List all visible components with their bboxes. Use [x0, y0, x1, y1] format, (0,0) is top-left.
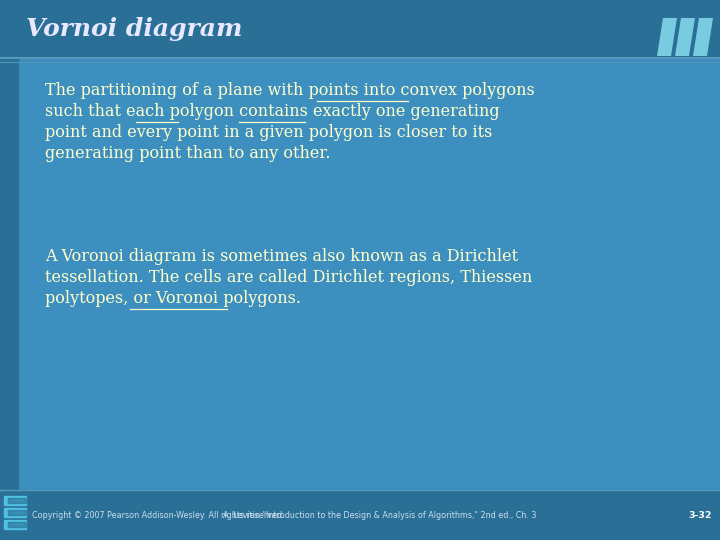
Text: polytopes, or Voronoi polygons.: polytopes, or Voronoi polygons.	[45, 290, 301, 307]
Text: tessellation. The cells are called Dirichlet regions, Thiessen: tessellation. The cells are called Diric…	[45, 269, 532, 286]
Bar	[0, 0, 720, 58]
Bar	[4, 508, 26, 517]
Bar	[4, 520, 26, 529]
Polygon shape	[657, 18, 677, 56]
Bar	[8, 510, 26, 515]
Polygon shape	[693, 18, 713, 56]
Bar	[0, 490, 720, 540]
Bar	[8, 498, 26, 503]
Text: generating point than to any other.: generating point than to any other.	[45, 145, 330, 162]
Text: point and every point in a given polygon is closer to its: point and every point in a given polygon…	[45, 124, 492, 141]
Text: A Voronoi diagram is sometimes also known as a Dirichlet: A Voronoi diagram is sometimes also know…	[45, 248, 518, 265]
Text: A. Levitin "Introduction to the Design & Analysis of Algorithms," 2nd ed., Ch. 3: A. Levitin "Introduction to the Design &…	[223, 510, 536, 519]
Bar	[0, 0, 18, 540]
Bar	[8, 522, 26, 527]
Text: such that each polygon contains exactly one generating: such that each polygon contains exactly …	[45, 103, 500, 120]
Text: 3-32: 3-32	[688, 510, 712, 519]
Polygon shape	[675, 18, 695, 56]
Bar	[4, 496, 26, 505]
Text: Vornoi diagram: Vornoi diagram	[26, 17, 243, 41]
Text: The partitioning of a plane with points into convex polygons: The partitioning of a plane with points …	[45, 82, 535, 99]
Text: Copyright © 2007 Pearson Addison-Wesley. All rights reserved.: Copyright © 2007 Pearson Addison-Wesley.…	[32, 510, 284, 519]
